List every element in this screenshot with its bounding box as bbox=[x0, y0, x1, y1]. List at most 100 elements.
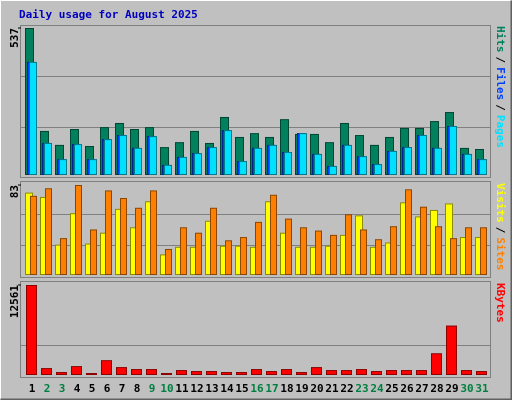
bar bbox=[236, 372, 247, 375]
panel-frame bbox=[20, 281, 491, 378]
bar bbox=[240, 237, 247, 275]
legend: Visits / Sites bbox=[494, 183, 507, 271]
bar bbox=[59, 159, 67, 176]
bar bbox=[131, 369, 142, 376]
bar bbox=[431, 353, 442, 375]
x-tick-label: 4 bbox=[74, 382, 81, 395]
x-tick-label: 25 bbox=[385, 382, 398, 395]
bar bbox=[74, 144, 82, 175]
bar bbox=[101, 360, 112, 375]
x-tick-label: 16 bbox=[250, 382, 264, 395]
x-tick-label: 29 bbox=[445, 382, 458, 395]
bar bbox=[389, 150, 397, 175]
bar bbox=[311, 367, 322, 376]
bar bbox=[194, 153, 202, 175]
x-tick-label: 20 bbox=[310, 382, 323, 395]
bar bbox=[434, 147, 442, 176]
bar bbox=[44, 142, 52, 175]
bar bbox=[71, 366, 82, 375]
bar bbox=[134, 147, 142, 176]
x-tick-label: 12 bbox=[190, 382, 203, 395]
bar bbox=[386, 370, 397, 375]
bar bbox=[300, 227, 307, 275]
bar bbox=[285, 218, 292, 275]
bar bbox=[41, 368, 52, 376]
x-tick-label: 14 bbox=[220, 382, 234, 395]
bar bbox=[435, 226, 442, 275]
bar bbox=[344, 144, 352, 176]
bar bbox=[299, 133, 307, 176]
bar bbox=[45, 188, 52, 275]
bar bbox=[60, 238, 67, 275]
bar bbox=[149, 136, 157, 176]
x-tick-label: 11 bbox=[175, 382, 189, 395]
bar bbox=[416, 370, 427, 375]
bar bbox=[251, 369, 262, 376]
bar bbox=[404, 147, 412, 176]
bar bbox=[239, 161, 247, 176]
bar bbox=[480, 227, 487, 275]
bar bbox=[390, 226, 397, 275]
bar bbox=[405, 189, 412, 276]
bar bbox=[281, 369, 292, 376]
y-tick-label: 12561 bbox=[8, 285, 21, 318]
bar bbox=[191, 371, 202, 375]
bar bbox=[420, 206, 427, 276]
legend-entry: Pages bbox=[494, 115, 507, 148]
x-tick-label: 10 bbox=[160, 382, 173, 395]
x-tick-label: 26 bbox=[400, 382, 414, 395]
bar bbox=[164, 164, 172, 175]
legend: Hits / Files / Pages bbox=[494, 26, 507, 148]
bar bbox=[179, 156, 187, 176]
x-tick-label: 5 bbox=[89, 382, 96, 395]
legend-separator: / bbox=[494, 104, 507, 111]
x-tick-label: 22 bbox=[340, 382, 353, 395]
bar bbox=[329, 165, 337, 175]
x-tick-label: 21 bbox=[325, 382, 339, 395]
bar bbox=[180, 227, 187, 275]
x-tick-label: 2 bbox=[44, 382, 51, 395]
x-tick-label: 3 bbox=[59, 382, 66, 395]
bar bbox=[161, 373, 172, 376]
x-tick-label: 27 bbox=[415, 382, 428, 395]
x-tick-label: 30 bbox=[460, 382, 473, 395]
bar bbox=[341, 370, 352, 375]
bar bbox=[90, 229, 97, 275]
x-tick-label: 13 bbox=[205, 382, 218, 395]
bar bbox=[371, 371, 382, 375]
bar bbox=[105, 190, 112, 276]
x-tick-label: 6 bbox=[104, 382, 111, 395]
x-tick-label: 9 bbox=[149, 382, 156, 395]
bar bbox=[176, 370, 187, 375]
bar bbox=[210, 207, 217, 275]
legend-entry: Visits bbox=[494, 183, 507, 223]
bar bbox=[86, 373, 97, 376]
x-tick-label: 23 bbox=[355, 382, 368, 395]
panel-frame bbox=[20, 181, 491, 278]
legend-entry: KBytes bbox=[494, 283, 507, 323]
panel-frame bbox=[20, 25, 491, 178]
bar bbox=[89, 159, 97, 176]
bar bbox=[146, 369, 157, 376]
legend-separator: / bbox=[494, 57, 507, 64]
legend-separator: / bbox=[494, 227, 507, 234]
bar bbox=[450, 238, 457, 275]
x-tick-label: 1 bbox=[29, 382, 36, 395]
x-tick-label: 28 bbox=[430, 382, 443, 395]
bar bbox=[375, 239, 382, 276]
legend-entry: Sites bbox=[494, 237, 507, 270]
bar bbox=[116, 367, 127, 376]
x-tick-label: 24 bbox=[370, 382, 384, 395]
legend-entry: Files bbox=[494, 67, 507, 100]
bar bbox=[221, 372, 232, 375]
bar bbox=[104, 139, 112, 175]
y-tick-label: 537 bbox=[8, 28, 21, 48]
x-tick-label: 31 bbox=[475, 382, 489, 395]
bar bbox=[254, 147, 262, 176]
bar bbox=[465, 227, 472, 275]
bar bbox=[150, 190, 157, 276]
bar bbox=[345, 214, 352, 276]
